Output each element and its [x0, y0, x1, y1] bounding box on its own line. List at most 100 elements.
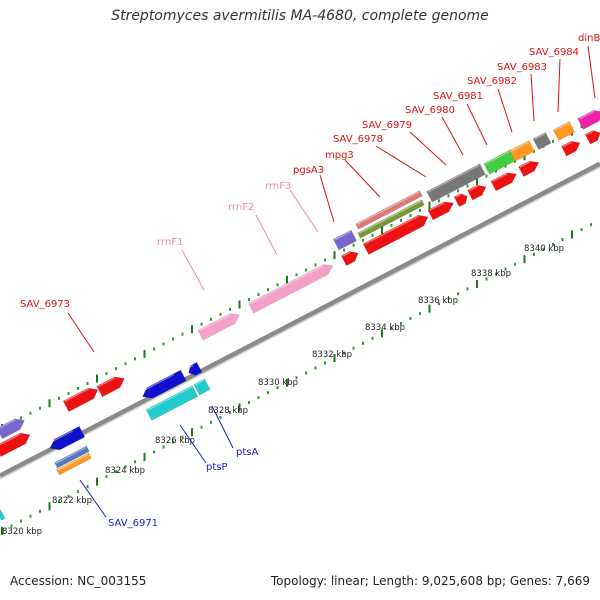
gene-box-shine: [427, 164, 480, 193]
gene-label-sav-6978: SAV_6978: [333, 134, 383, 145]
gene-arrow-shape: [49, 425, 86, 451]
gene-box-shape: [0, 509, 6, 521]
gene-arrow-shine: [492, 173, 508, 183]
gene-arrow-shine: [342, 251, 351, 257]
leader-rrnF2: [255, 214, 278, 256]
main-track-highlight: [0, 166, 600, 480]
gene-SAV6981: [467, 184, 487, 201]
gene-box-shape: [193, 378, 211, 396]
gene-label-pgsa3: pgsA3: [293, 165, 324, 176]
gene-arrow-shine: [0, 419, 16, 430]
leader-rrnF1: [181, 249, 205, 291]
gene-box-shape: [355, 190, 423, 230]
gene-box-shine: [55, 446, 87, 464]
gene-SAV6973-a: [62, 387, 99, 413]
gene-red-right: [584, 130, 600, 145]
gene-label-sav-6973: SAV_6973: [20, 299, 70, 310]
gene-SAV6979: [427, 201, 455, 221]
gene-arrow-shape: [188, 361, 203, 376]
gene-rrn-stripe-b: [357, 199, 425, 239]
tick-layer: [1, 120, 592, 535]
gene-rrn-stripe-a: [355, 190, 423, 230]
gene-arrow-shine: [562, 141, 572, 148]
gene-label-ptsp: ptsP: [206, 462, 228, 473]
gene-box-shape: [54, 445, 90, 469]
gene-label-sav-6981: SAV_6981: [433, 91, 483, 102]
gene-arrow-shine: [578, 110, 595, 120]
gene-box-shape: [145, 385, 199, 421]
gene-arrow-shape: [561, 140, 581, 157]
gene-SAV6980: [453, 193, 468, 208]
accession-text: Accession: NC_003155: [10, 574, 147, 588]
gene-arrow-shine: [0, 433, 21, 447]
gene-arrow-shine: [187, 364, 194, 369]
leader-ptsA: [211, 405, 234, 449]
leader-SAV6982: [497, 88, 513, 133]
gene-layer: [0, 110, 600, 521]
gene-arrow-shine: [429, 202, 445, 212]
leader-layer: [67, 45, 596, 518]
gene-ptsP: [145, 385, 199, 421]
scale-label: 8326 kbp: [155, 436, 195, 446]
gene-SAV6978: [426, 163, 486, 203]
gene-label-sav-6979: SAV_6979: [362, 120, 412, 131]
gene-arrow-shine: [48, 430, 73, 444]
gene-ptsA: [193, 378, 211, 396]
gene-arrow-shine: [364, 215, 419, 245]
leader-SAV6978: [375, 145, 427, 178]
leader-rrnF3: [289, 189, 319, 233]
gene-arrow-shine: [455, 193, 462, 198]
track-layer: [0, 161, 600, 480]
gene-label-sav-6980: SAV_6980: [405, 105, 455, 116]
gene-mpg3: [362, 214, 429, 255]
gene-blue-a: [48, 425, 86, 451]
leader-SAV6971: [79, 479, 107, 518]
gene-box-shine: [534, 133, 546, 140]
scale-label: 8320 kbp: [2, 527, 42, 537]
gene-arrow-shape: [340, 251, 359, 266]
gene-box-shine: [358, 200, 422, 234]
gene-ptsP-b: [187, 361, 203, 376]
gene-SAV6984: [532, 132, 552, 150]
upper-tick-row: [1, 120, 592, 432]
gene-arrow-shape: [197, 313, 240, 341]
gene-box-shine: [356, 191, 420, 225]
gene-arrow-shape: [0, 418, 25, 440]
gene-SAV6982-b: [490, 172, 518, 192]
gene-arrow-shape: [0, 432, 31, 458]
gene-label-rrnf1: rrnF1: [157, 237, 183, 248]
gene-label-mpg3: mpg3: [325, 150, 354, 161]
gene-arrow-shine: [468, 185, 478, 192]
gene-SAV6983: [509, 140, 535, 162]
gene-arrow-shape: [584, 130, 600, 145]
scale-label: 8340 kbp: [524, 244, 564, 254]
gene-arrow-shape: [62, 387, 99, 413]
gene-SAV6984-b: [561, 140, 581, 157]
gene-purple-left: [0, 418, 25, 440]
scale-label: 8328 kbp: [208, 406, 248, 416]
leader-pgsA3: [319, 174, 335, 223]
gene-box-shine: [194, 379, 205, 386]
gene-rrnF2-F3: [248, 264, 334, 314]
scale-label: 8324 kbp: [105, 466, 145, 476]
gene-box-shine: [57, 453, 89, 471]
gene-box-shine: [484, 150, 511, 165]
gene-SAV6983-b: [518, 160, 540, 177]
gene-red-left: [0, 432, 31, 458]
gene-arrow-shape: [453, 193, 468, 208]
scale-label: 8322 kbp: [52, 496, 92, 506]
genome-title: Streptomyces avermitilis MA-4680, comple…: [111, 8, 489, 24]
gene-arrow-shape: [96, 376, 125, 398]
gene-dinB: [577, 110, 600, 130]
gene-label-rrnf3: rrnF3: [265, 181, 291, 192]
leader-SAV6983: [530, 73, 535, 122]
scale-label: 8330 kbp: [258, 378, 298, 388]
gene-arrow-shine: [199, 314, 231, 332]
gene-box-shape: [332, 229, 358, 251]
gene-label-sav-6982: SAV_6982: [467, 76, 517, 87]
main-track-line: [0, 161, 600, 479]
gene-box-shine: [510, 141, 529, 152]
scale-label: 8338 kbp: [471, 269, 511, 279]
gene-label-sav-6971: SAV_6971: [108, 518, 158, 529]
